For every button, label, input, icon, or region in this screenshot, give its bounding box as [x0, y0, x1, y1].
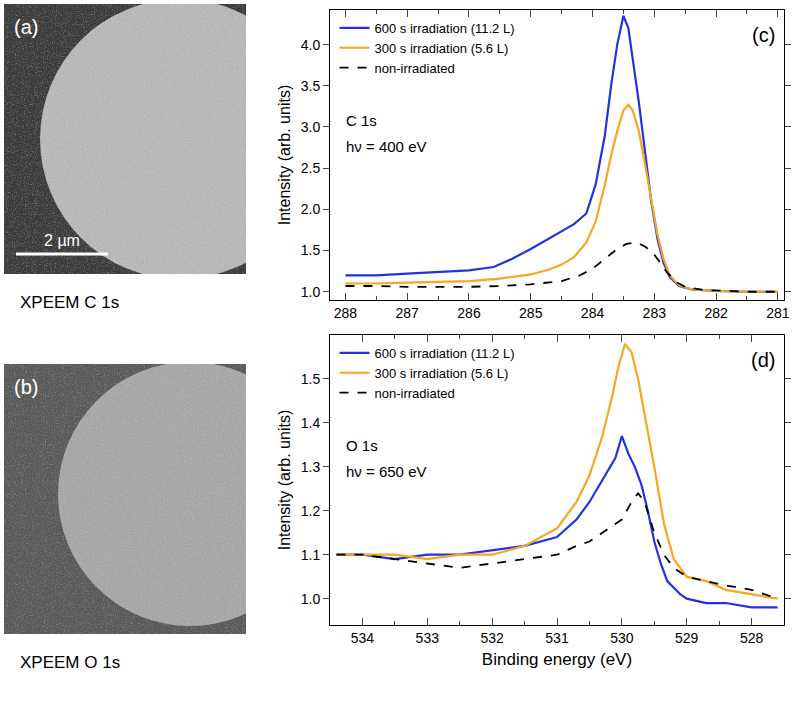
svg-text:284: 284 [581, 305, 605, 321]
svg-text:282: 282 [704, 305, 728, 321]
svg-text:1.0: 1.0 [301, 284, 321, 300]
svg-text:2 µm: 2 µm [44, 232, 80, 249]
svg-text:(c): (c) [752, 24, 775, 46]
svg-text:285: 285 [519, 305, 543, 321]
svg-text:Intensity (arb. units): Intensity (arb. units) [276, 410, 293, 551]
svg-text:XPEEM O 1s: XPEEM O 1s [20, 653, 120, 672]
svg-text:288: 288 [334, 305, 358, 321]
svg-text:Binding energy (eV): Binding energy (eV) [482, 650, 632, 669]
svg-text:non-irradiated: non-irradiated [375, 61, 455, 76]
svg-text:533: 533 [416, 630, 440, 646]
svg-text:531: 531 [545, 630, 569, 646]
svg-text:C 1s: C 1s [346, 112, 377, 129]
svg-text:529: 529 [675, 630, 699, 646]
svg-text:287: 287 [396, 305, 420, 321]
svg-text:hν = 400 eV: hν = 400 eV [346, 138, 426, 155]
svg-text:532: 532 [480, 630, 504, 646]
svg-text:600 s irradiation (11.2 L): 600 s irradiation (11.2 L) [375, 346, 515, 361]
svg-text:hν = 650 eV: hν = 650 eV [346, 463, 426, 480]
svg-text:1.3: 1.3 [301, 459, 321, 475]
svg-text:(b): (b) [14, 376, 38, 398]
svg-text:1.1: 1.1 [301, 547, 321, 563]
svg-text:3.0: 3.0 [301, 119, 321, 135]
svg-text:534: 534 [351, 630, 375, 646]
svg-text:2.5: 2.5 [301, 160, 321, 176]
svg-text:1.4: 1.4 [301, 415, 321, 431]
svg-text:1.0: 1.0 [301, 591, 321, 607]
svg-text:286: 286 [457, 305, 481, 321]
svg-text:O 1s: O 1s [346, 437, 378, 454]
svg-text:3.5: 3.5 [301, 78, 321, 94]
svg-text:non-irradiated: non-irradiated [375, 386, 455, 401]
svg-text:281: 281 [766, 305, 790, 321]
svg-text:XPEEM C 1s: XPEEM C 1s [20, 293, 119, 312]
svg-text:(d): (d) [751, 349, 775, 371]
svg-text:Intensity (arb. units): Intensity (arb. units) [276, 85, 293, 226]
svg-text:4.0: 4.0 [301, 37, 321, 53]
svg-text:600 s irradiation (11.2 L): 600 s irradiation (11.2 L) [375, 21, 515, 36]
svg-text:528: 528 [740, 630, 764, 646]
svg-text:530: 530 [610, 630, 634, 646]
svg-text:1.5: 1.5 [301, 242, 321, 258]
svg-text:1.2: 1.2 [301, 503, 321, 519]
svg-text:(a): (a) [14, 16, 38, 38]
svg-text:2.0: 2.0 [301, 201, 321, 217]
svg-text:300 s irradiation (5.6 L): 300 s irradiation (5.6 L) [375, 366, 509, 381]
svg-text:1.5: 1.5 [301, 371, 321, 387]
svg-text:283: 283 [643, 305, 667, 321]
svg-text:300 s irradiation (5.6 L): 300 s irradiation (5.6 L) [375, 41, 509, 56]
